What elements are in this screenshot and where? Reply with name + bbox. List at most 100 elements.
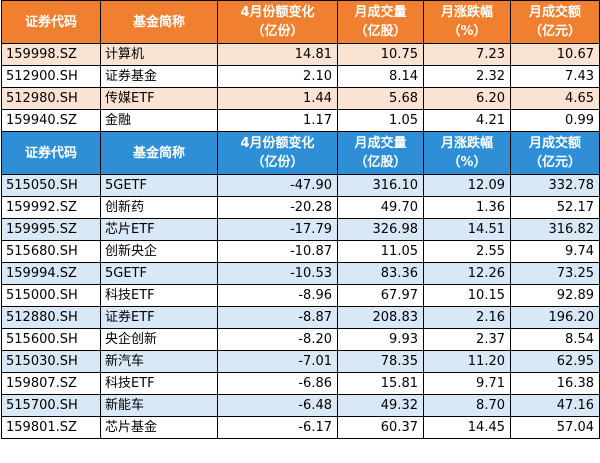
cell-turnover: 4.65 [510,87,600,110]
column-header-code: 证券代码 [1,131,101,175]
cell-volume: 83.36 [337,262,424,285]
column-header-turnover: 月成交额 （亿元） [510,131,600,175]
cell-turnover: 8.54 [510,328,600,351]
cell-code: 515700.SH [1,394,101,417]
cell-share-change: -47.90 [217,174,338,197]
cell-share-change: -6.17 [217,416,338,439]
cell-pct-change: 14.51 [423,218,511,241]
cell-pct-change: 7.23 [423,43,511,66]
cell-code: 159998.SZ [1,43,101,66]
cell-turnover: 16.38 [510,372,600,395]
cell-pct-change: 14.45 [423,416,511,439]
column-header-volume: 月成交量 （亿股） [337,0,424,44]
table-row: 159807.SZ 科技ETF -6.86 15.81 9.71 16.38 [1,372,600,395]
column-header-fund-name: 基金简称 [100,131,218,175]
cell-code: 512980.SH [1,87,101,110]
cell-pct-change: 12.26 [423,262,511,285]
cell-pct-change: 1.36 [423,196,511,219]
column-header-volume: 月成交量 （亿股） [337,131,424,175]
cell-share-change: 1.17 [217,109,338,132]
cell-fund-name: 芯片基金 [100,416,218,439]
cell-turnover: 52.17 [510,196,600,219]
cell-volume: 326.98 [337,218,424,241]
table-row: 512880.SH 证券ETF -8.87 208.83 2.16 196.20 [1,306,600,329]
cell-share-change: -20.28 [217,196,338,219]
cell-pct-change: 11.20 [423,350,511,373]
table-row: 515050.SH 5GETF -47.90 316.10 12.09 332.… [1,174,600,197]
cell-pct-change: 2.16 [423,306,511,329]
cell-fund-name: 新能车 [100,394,218,417]
cell-share-change: -10.53 [217,262,338,285]
cell-turnover: 7.43 [510,65,600,88]
cell-volume: 11.05 [337,240,424,263]
cell-share-change: -8.20 [217,328,338,351]
cell-code: 515050.SH [1,174,101,197]
cell-fund-name: 证券ETF [100,306,218,329]
header-row-inflow: 证券代码 基金简称 4月份额变化 （亿份） 月成交量 （亿股） 月涨跌幅 （%） 月成… [1,0,600,44]
cell-code: 515000.SH [1,284,101,307]
cell-volume: 78.35 [337,350,424,373]
table-row: 515030.SH 新汽车 -7.01 78.35 11.20 62.95 [1,350,600,373]
cell-fund-name: 证券基金 [100,65,218,88]
fund-flow-table: 证券代码 基金简称 4月份额变化 （亿份） 月成交量 （亿股） 月涨跌幅 （%） 月成… [1,0,600,439]
cell-turnover: 332.78 [510,174,600,197]
table-row: 515700.SH 新能车 -6.48 49.32 8.70 47.16 [1,394,600,417]
cell-turnover: 47.16 [510,394,600,417]
cell-share-change: 2.10 [217,65,338,88]
cell-volume: 5.68 [337,87,424,110]
cell-fund-name: 计算机 [100,43,218,66]
table-row: 515000.SH 科技ETF -8.96 67.97 10.15 92.89 [1,284,600,307]
cell-code: 515680.SH [1,240,101,263]
cell-fund-name: 芯片ETF [100,218,218,241]
cell-volume: 49.70 [337,196,424,219]
cell-code: 159992.SZ [1,196,101,219]
cell-code: 515600.SH [1,328,101,351]
table-row: 512900.SH 证券基金 2.10 8.14 2.32 7.43 [1,65,600,88]
column-header-pct-change: 月涨跌幅 （%） [423,131,511,175]
cell-share-change: -6.48 [217,394,338,417]
cell-turnover: 9.74 [510,240,600,263]
cell-turnover: 73.25 [510,262,600,285]
cell-code: 515030.SH [1,350,101,373]
cell-fund-name: 科技ETF [100,284,218,307]
cell-share-change: -6.86 [217,372,338,395]
cell-turnover: 196.20 [510,306,600,329]
table-row: 515600.SH 央企创新 -8.20 9.93 2.37 8.54 [1,328,600,351]
cell-code: 159807.SZ [1,372,101,395]
cell-volume: 15.81 [337,372,424,395]
cell-turnover: 0.99 [510,109,600,132]
cell-share-change: -7.01 [217,350,338,373]
cell-share-change: -10.87 [217,240,338,263]
cell-volume: 316.10 [337,174,424,197]
cell-turnover: 62.95 [510,350,600,373]
table-row: 515680.SH 创新央企 -10.87 11.05 2.55 9.74 [1,240,600,263]
header-row-outflow: 证券代码 基金简称 4月份额变化 （亿份） 月成交量 （亿股） 月涨跌幅 （%） 月成… [1,131,600,175]
cell-volume: 10.75 [337,43,424,66]
cell-code: 159940.SZ [1,109,101,132]
cell-pct-change: 2.37 [423,328,511,351]
cell-fund-name: 新汽车 [100,350,218,373]
cell-pct-change: 9.71 [423,372,511,395]
cell-fund-name: 传媒ETF [100,87,218,110]
column-header-share-change: 4月份额变化 （亿份） [217,131,338,175]
cell-fund-name: 5GETF [100,262,218,285]
cell-share-change: 14.81 [217,43,338,66]
cell-turnover: 316.82 [510,218,600,241]
table-row: 159994.SZ 5GETF -10.53 83.36 12.26 73.25 [1,262,600,285]
cell-volume: 8.14 [337,65,424,88]
table-row: 159801.SZ 芯片基金 -6.17 60.37 14.45 57.04 [1,416,600,439]
cell-turnover: 10.67 [510,43,600,66]
cell-share-change: 1.44 [217,87,338,110]
column-header-pct-change: 月涨跌幅 （%） [423,0,511,44]
column-header-turnover: 月成交额 （亿元） [510,0,600,44]
cell-code: 159995.SZ [1,218,101,241]
cell-turnover: 57.04 [510,416,600,439]
cell-pct-change: 8.70 [423,394,511,417]
column-header-fund-name: 基金简称 [100,0,218,44]
cell-fund-name: 金融 [100,109,218,132]
table-row: 159992.SZ 创新药 -20.28 49.70 1.36 52.17 [1,196,600,219]
table-row: 159998.SZ 计算机 14.81 10.75 7.23 10.67 [1,43,600,66]
cell-pct-change: 10.15 [423,284,511,307]
cell-volume: 67.97 [337,284,424,307]
cell-code: 159801.SZ [1,416,101,439]
